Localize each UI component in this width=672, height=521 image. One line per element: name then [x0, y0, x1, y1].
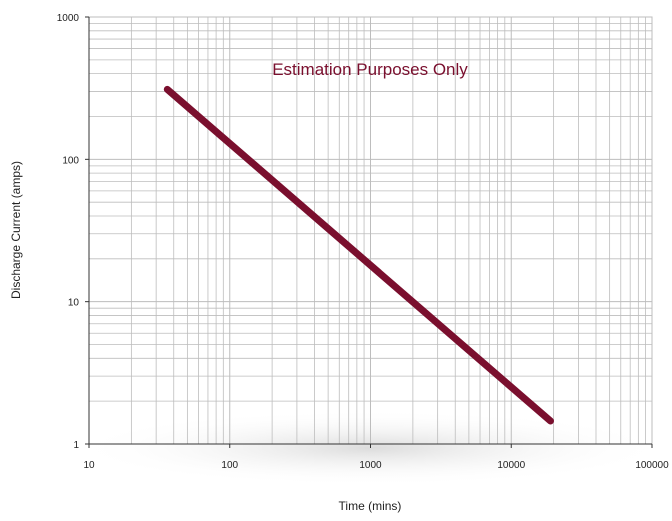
y-tick-label: 1000: [57, 13, 80, 24]
x-axis-title: Time (mins): [339, 499, 402, 513]
x-tick-label: 1000: [359, 460, 382, 471]
y-axis-title: Discharge Current (amps): [9, 161, 23, 299]
grid: [88, 16, 653, 445]
series-line: [163, 85, 554, 425]
tick-labels: 10 100 1000 10000 100000 1 10 100 1000: [57, 13, 669, 471]
y-tick-label: 10: [68, 298, 80, 309]
x-tick-label: 10000: [497, 460, 525, 471]
series-group: [163, 85, 554, 425]
x-tick-label: 10: [83, 460, 95, 471]
x-tick-label: 100000: [635, 460, 669, 471]
y-tick-label: 1: [73, 440, 79, 451]
x-tick-label: 100: [221, 460, 238, 471]
annotation-text: Estimation Purposes Only: [272, 60, 468, 79]
y-tick-label: 100: [62, 155, 79, 166]
